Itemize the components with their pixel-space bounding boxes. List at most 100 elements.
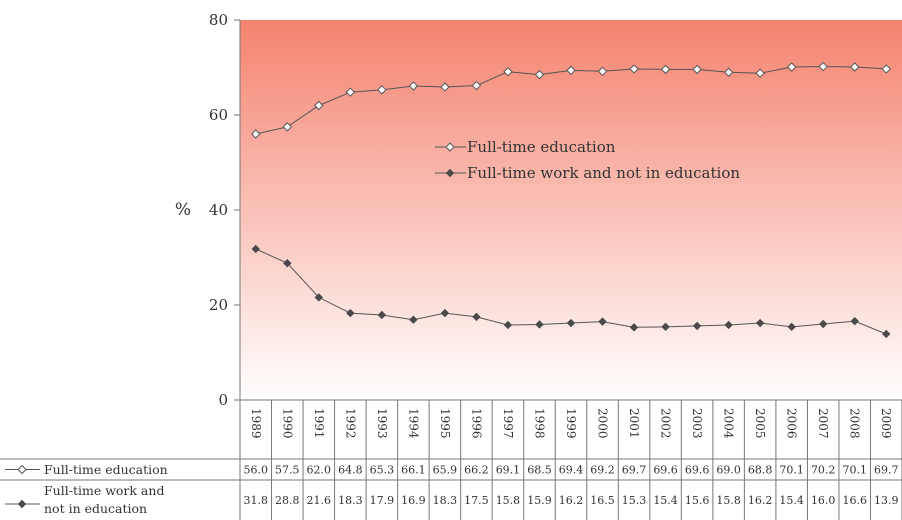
table-cell: 57.5 — [275, 464, 300, 477]
x-tick-label: 2007 — [816, 408, 830, 439]
data-point — [597, 66, 608, 77]
legend-label: Full-time education — [467, 138, 616, 156]
x-tick-label: 2006 — [785, 408, 799, 439]
data-point — [850, 62, 860, 72]
series-2 — [251, 244, 891, 339]
table-cell: 18.3 — [338, 494, 363, 507]
data-point — [377, 85, 387, 95]
x-tick-label: 1996 — [469, 408, 483, 439]
y-tick-label: 0 — [218, 391, 228, 409]
table-cell: 69.7 — [874, 464, 899, 477]
data-point — [786, 62, 797, 72]
x-tick-label: 2004 — [722, 408, 736, 439]
data-point — [850, 316, 859, 326]
data-point — [818, 319, 828, 329]
x-tick-label: 1995 — [438, 408, 452, 439]
row-legend-marker — [17, 464, 27, 475]
table-cell: 66.1 — [401, 464, 426, 477]
data-point — [755, 68, 765, 78]
table-cell: 13.9 — [874, 494, 899, 507]
x-tick-label: 1993 — [375, 408, 389, 439]
y-tick-label: 60 — [209, 106, 228, 124]
data-point — [881, 64, 891, 74]
table-cell: 69.2 — [590, 464, 615, 477]
table-cell: 15.3 — [622, 494, 647, 507]
table-cell: 16.9 — [401, 494, 426, 507]
data-point — [629, 64, 639, 74]
table-cell: 15.9 — [527, 494, 552, 507]
data-point — [314, 293, 324, 302]
data-point — [346, 308, 355, 318]
data-point — [251, 244, 260, 254]
legend: Full-time education Full-time work and no… — [435, 138, 740, 182]
data-point — [283, 258, 292, 268]
data-point — [724, 320, 733, 330]
table-cell: 16.2 — [748, 494, 773, 507]
table-cell: 65.3 — [370, 464, 395, 477]
data-point — [503, 320, 513, 330]
table-cell: 62.0 — [307, 464, 332, 477]
x-tick-label: 2009 — [879, 408, 893, 439]
table-cell: 21.6 — [307, 494, 332, 507]
table-cell: 69.4 — [559, 464, 584, 477]
data-table: 1989 1990 1991 1992 1993 1994 1995 1996 1997 1998… — [0, 399, 902, 520]
table-cell: 70.1 — [779, 464, 804, 477]
data-point — [440, 308, 450, 318]
x-tick-label: 1989 — [249, 408, 263, 439]
x-tick-label: 1990 — [280, 408, 294, 439]
data-point — [723, 67, 734, 77]
table-cell: 65.9 — [433, 464, 458, 477]
table-cell: 64.8 — [338, 464, 363, 477]
x-tick-label: 2008 — [848, 408, 862, 439]
data-point — [503, 67, 513, 77]
table-cell: 16.6 — [842, 494, 867, 507]
data-point — [692, 64, 702, 75]
y-axis-label: % — [175, 200, 191, 220]
table-cell: 70.1 — [842, 464, 867, 477]
y-tick-label: 40 — [209, 201, 228, 219]
table-cell: 31.8 — [244, 494, 269, 507]
table-cell: 17.9 — [370, 494, 395, 507]
x-tick-label: 2005 — [753, 408, 767, 439]
row-label: not in education — [44, 501, 147, 516]
legend-marker — [445, 142, 455, 152]
table-cell: 28.8 — [275, 494, 300, 507]
row-label: Full-time work and — [44, 483, 164, 498]
series-lines — [251, 61, 891, 339]
plot-area-background — [240, 20, 902, 400]
table-cell: 69.6 — [685, 464, 710, 477]
table-cell: 16.5 — [590, 494, 615, 507]
table-cell: 16.2 — [559, 494, 584, 507]
table-cell: 15.6 — [685, 494, 710, 507]
data-point — [598, 317, 607, 326]
row-label: Full-time education — [44, 462, 168, 477]
x-tick-label: 2001 — [627, 408, 641, 439]
data-point — [440, 82, 450, 92]
table-cell: 15.8 — [496, 494, 521, 507]
table-cell: 69.0 — [716, 464, 741, 477]
y-axis: 0 20 40 60 80 — [209, 11, 241, 409]
table-cell: 15.8 — [716, 494, 741, 507]
data-point — [251, 129, 261, 139]
data-point — [787, 322, 796, 332]
x-tick-label: 1997 — [501, 408, 515, 439]
table-cell: 15.4 — [779, 494, 804, 507]
data-point — [409, 315, 418, 324]
x-tick-label: 2002 — [659, 408, 673, 439]
data-point — [535, 320, 544, 329]
legend-marker — [445, 168, 455, 178]
data-point — [471, 80, 482, 91]
x-tick-label: 1992 — [343, 408, 357, 439]
row-legend-marker — [17, 499, 27, 509]
table-cell: 66.2 — [464, 464, 489, 477]
data-point — [692, 321, 702, 331]
x-tick-label: 1991 — [312, 408, 326, 439]
table-cell: 68.8 — [748, 464, 773, 477]
table-cell: 17.5 — [464, 494, 489, 507]
y-tick-label: 20 — [209, 296, 228, 314]
table-cell: 15.4 — [653, 494, 678, 507]
data-point — [377, 310, 387, 320]
x-tick-label: 2000 — [596, 408, 610, 439]
table-cell: 18.3 — [433, 494, 458, 507]
